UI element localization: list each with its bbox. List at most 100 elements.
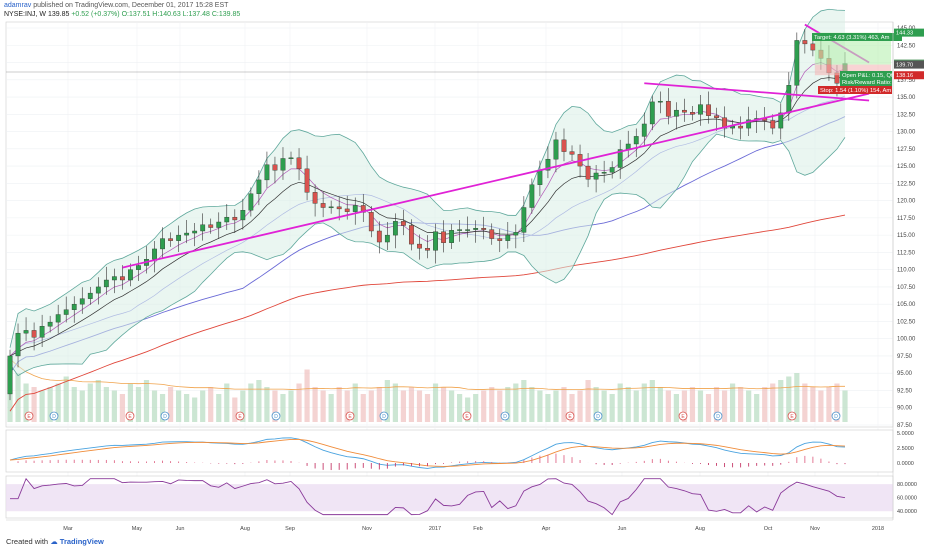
trendline <box>644 82 870 102</box>
x-tick-label: Jun <box>176 526 185 532</box>
author-name[interactable]: adamrav <box>4 2 32 9</box>
pnl-label: Open P&L: 0.15, Qty: <box>842 73 897 79</box>
event-marker-dividend[interactable]: D <box>49 411 59 421</box>
volume-bar <box>842 390 848 422</box>
candle-body <box>55 314 61 323</box>
stop-price-tag-bg <box>894 71 924 80</box>
macd-y-tick-label: 2.5000 <box>897 446 914 452</box>
event-marker-earnings[interactable]: E <box>565 411 575 421</box>
event-marker-earnings[interactable]: E <box>345 411 355 421</box>
candle-body <box>770 120 776 129</box>
candle-body <box>240 210 246 221</box>
candle-body <box>746 119 752 129</box>
volume-bar <box>384 380 390 422</box>
event-marker-earnings[interactable]: E <box>678 411 688 421</box>
volume-bar <box>505 387 511 422</box>
volume-bar <box>47 387 53 422</box>
volume-bar <box>537 390 543 422</box>
event-marker-dividend[interactable]: D <box>379 411 389 421</box>
volume-bar <box>336 387 342 422</box>
event-marker-earnings[interactable]: E <box>235 411 245 421</box>
candle-body <box>425 248 430 251</box>
y-tick-label: 130.00 <box>897 130 916 136</box>
volume-bar <box>762 387 768 422</box>
tradingview-logo[interactable]: TradingView <box>59 537 104 546</box>
candle-body <box>409 225 414 245</box>
candle-body <box>665 100 671 117</box>
volume-bar <box>778 380 784 422</box>
candle-body <box>7 355 13 395</box>
event-marker-label: D <box>716 414 720 420</box>
event-marker-dividend[interactable]: D <box>500 411 510 421</box>
event-marker-circle <box>593 411 603 421</box>
volume-bar <box>176 390 182 422</box>
volume-bar <box>328 394 334 422</box>
candle-body <box>264 164 270 181</box>
volume-bar <box>15 373 21 422</box>
macd-y-tick-label: 5.0000 <box>897 431 914 437</box>
volume-bar <box>400 390 407 422</box>
event-marker-dividend[interactable]: D <box>831 411 841 421</box>
candle-body <box>738 125 744 129</box>
candle-body <box>95 286 101 294</box>
volume-bar <box>818 390 824 422</box>
event-marker-label: E <box>27 414 31 420</box>
volume-bar <box>601 390 607 422</box>
volume-bar <box>360 394 366 422</box>
volume-bar <box>448 390 455 422</box>
volume-bar <box>216 394 222 422</box>
volume-bar <box>224 383 230 422</box>
volume-bar <box>320 390 326 422</box>
target-label-bg <box>812 33 902 41</box>
candle-body <box>489 229 495 239</box>
event-marker-dividend[interactable]: D <box>593 411 603 421</box>
volume-bar <box>392 383 398 422</box>
event-marker-earnings[interactable]: E <box>462 411 472 421</box>
event-marker-earnings[interactable]: E <box>787 411 797 421</box>
volume-bar <box>673 394 679 422</box>
volume-bar <box>39 390 45 422</box>
volume-bar <box>754 394 760 422</box>
candle-body <box>449 230 454 243</box>
candle-body <box>15 332 21 357</box>
volume-bar <box>167 387 174 422</box>
event-marker-label: E <box>681 414 685 420</box>
target-price-tag: 144.33 <box>896 31 913 37</box>
volume-bar <box>826 387 832 422</box>
volume-bar <box>481 390 487 422</box>
x-tick-label: Mar <box>63 526 73 532</box>
event-marker-dividend[interactable]: D <box>713 411 723 421</box>
candle-body <box>593 172 599 180</box>
candle-body <box>376 230 382 243</box>
volume-bar <box>432 383 439 422</box>
stop-price-tag: 138.16 <box>896 73 913 79</box>
event-marker-label: E <box>348 414 352 420</box>
event-marker-earnings[interactable]: E <box>24 411 34 421</box>
event-marker-dividend[interactable]: D <box>271 411 281 421</box>
volume-bar <box>232 397 238 422</box>
footer: Created with ☁ TradingView <box>6 537 104 546</box>
pnl-label-bg <box>840 71 892 79</box>
candle-body <box>401 221 406 226</box>
event-marker-circle <box>345 411 355 421</box>
candle-body <box>23 330 29 334</box>
candle-body <box>79 298 85 305</box>
candle-body <box>216 221 222 228</box>
candle-body <box>256 179 262 194</box>
candle-body <box>698 104 703 115</box>
y-tick-label: 127.50 <box>897 147 916 153</box>
x-tick-label: Oct <box>764 526 773 532</box>
event-marker-circle <box>678 411 688 421</box>
volume-bar <box>497 390 503 422</box>
candle-body <box>513 232 519 236</box>
candle-body <box>441 231 446 243</box>
candle-body <box>714 115 719 118</box>
x-tick-label: Apr <box>542 526 551 532</box>
volume-bar <box>585 380 591 422</box>
volume-ma-line <box>9 358 845 391</box>
candle-body <box>176 234 182 241</box>
event-marker-earnings[interactable]: E <box>125 411 135 421</box>
volume-bar <box>561 387 567 422</box>
event-marker-dividend[interactable]: D <box>160 411 170 421</box>
